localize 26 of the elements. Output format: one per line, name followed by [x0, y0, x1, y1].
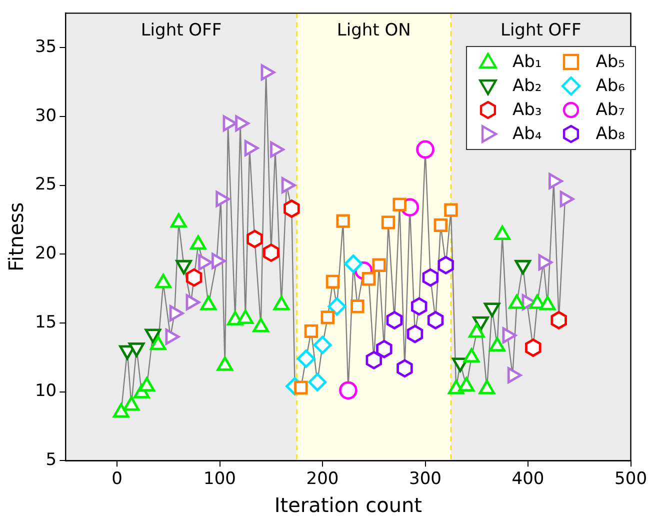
x-tick-label: 200 [306, 469, 339, 490]
y-axis-title: Fitness [4, 202, 28, 272]
y-tick-label: 10 [34, 381, 57, 402]
legend-label: Ab₅ [596, 52, 625, 72]
band-label: Light OFF [140, 20, 222, 41]
legend-label: Ab₁ [512, 52, 542, 72]
x-tick-label: 0 [112, 469, 122, 490]
band-label: Light ON [336, 20, 411, 41]
x-tick-label: 500 [614, 469, 648, 490]
legend-label: Ab₈ [596, 124, 625, 144]
y-tick-label: 35 [34, 37, 57, 58]
legend-label: Ab₂ [512, 76, 542, 96]
legend-label: Ab₄ [512, 124, 542, 144]
y-tick-label: 30 [34, 106, 57, 126]
x-tick-label: 300 [409, 469, 442, 490]
y-tick-label: 25 [34, 174, 57, 195]
y-tick-label: 5 [46, 450, 57, 470]
y-tick-label: 20 [34, 244, 57, 264]
y-tick-label: 15 [34, 312, 57, 332]
legend-label: Ab₆ [596, 76, 625, 96]
legend-label: Ab₃ [512, 100, 542, 120]
x-tick-label: 400 [512, 469, 544, 490]
legend-label: Ab₇ [596, 100, 625, 120]
x-tick-label: 100 [204, 469, 236, 490]
x-axis-title: Iteration count [274, 493, 422, 518]
band-label: Light OFF [500, 20, 582, 41]
